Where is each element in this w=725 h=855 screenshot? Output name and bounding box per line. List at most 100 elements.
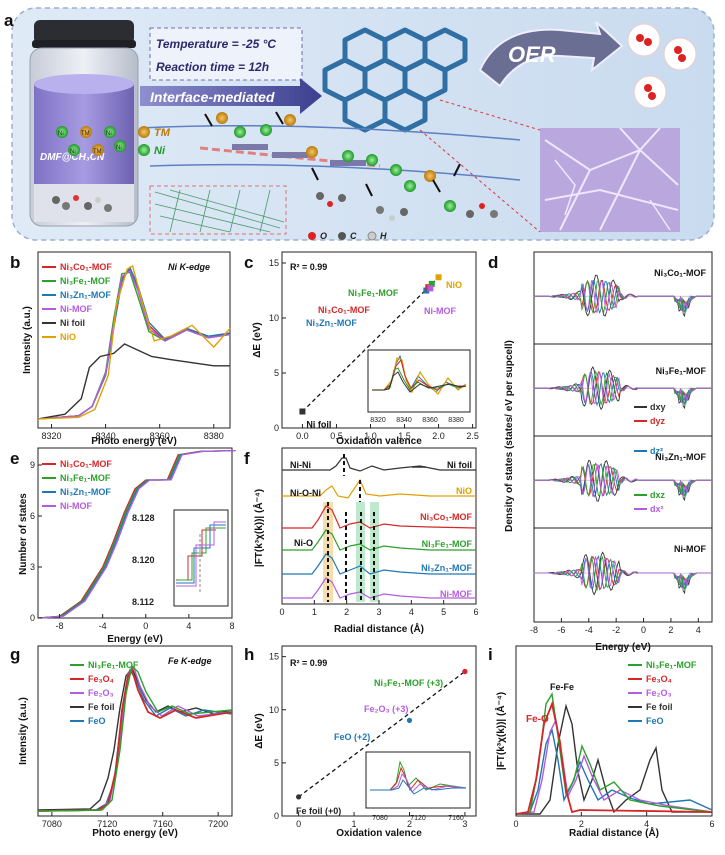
panel-i: Ni₃Fe₁-MOF Fe₃O₄ Fe₂O₃ Fe foil FeO Fe-Fe Fe-… <box>494 645 715 839</box>
xtick-label: 0 <box>296 819 301 829</box>
panel-h-ylabel: ΔE (eV) <box>254 713 265 749</box>
panel-c-points <box>299 274 442 415</box>
xtick-label: 8320 <box>42 431 62 441</box>
temperature-label: Temperature = -25 °C <box>156 37 276 51</box>
ytick-label: 15 <box>269 258 279 268</box>
legend-entry: Fe₃O₄ <box>88 674 114 684</box>
panel-b-legend: Ni₃Co₁-MOF Ni₃Fe₁-MOF Ni₃Zn₁-MOF Ni-MOF Ni f… <box>42 262 112 342</box>
xtick-label: 5 <box>441 607 446 617</box>
atom-c-label: C <box>350 231 357 241</box>
panel-g-ylabel: Intensity (a.u.) <box>18 697 29 765</box>
series-line <box>41 449 236 619</box>
xtick-label: 2 <box>668 625 673 635</box>
panel-letter-f: f <box>244 449 250 468</box>
data-point <box>427 285 434 292</box>
panel-f-highlights <box>323 502 379 602</box>
panel-h: 0 1 2 3 0 5 10 15 R² = 0.99 Fe foil (+0) FeO (+2… <box>254 645 477 839</box>
panel-f-ylabel: |FT(k³χ(k))| (Å⁻⁴) <box>252 489 265 567</box>
legend-entry: Fe₃O₄ <box>646 674 672 684</box>
reaction-time-label: Reaction time = 12h <box>156 60 269 74</box>
panel-c-inset: 8320 8340 8360 8380 <box>367 349 471 424</box>
legend-entry: Fe₂O₃ <box>646 688 672 698</box>
ions-flow <box>216 112 456 212</box>
point-label: Fe foil (+0) <box>296 806 341 816</box>
svg-text:TM: TM <box>93 149 102 155</box>
panel-b-xticks: 8320 8340 8360 8380 <box>42 424 224 441</box>
panel-g-xticks: 7080 7120 7160 7200 <box>42 812 228 829</box>
svg-text:TM: TM <box>81 131 90 137</box>
inset-xtick: 8340 <box>396 417 412 424</box>
legend-entry: Ni₃Zn₁-MOF <box>60 290 111 300</box>
xtick-label: -2 <box>612 625 620 635</box>
panel-e-xlabel: Energy (eV) <box>107 634 163 645</box>
vial-ions: Ni TM Ni Ni TM Ni <box>56 126 126 156</box>
point-label: Ni₃Fe₁-MOF (+3) <box>374 678 443 688</box>
panel-h-points <box>296 668 468 800</box>
panel-b-ylabel: Intensity (a.u.) <box>22 306 33 374</box>
panel-f-xlabel: Radial distance (Å) <box>334 622 424 635</box>
legend-entry: Ni₃Fe₁-MOF <box>60 276 111 286</box>
xtick-label: 0 <box>513 819 518 829</box>
panel-d-dos-curves <box>533 274 712 596</box>
point-label: Ni₃Fe₁-MOF <box>348 288 399 298</box>
xtick-label: 8380 <box>204 431 224 441</box>
panel-f-xticks: 0 1 2 3 4 5 6 <box>279 600 479 617</box>
series-label: Ni₃Co₁-MOF <box>420 512 472 522</box>
oer-arrow: OER <box>478 21 624 88</box>
inset-xtick: 7080 <box>372 815 388 822</box>
dmf-molecule <box>52 195 112 212</box>
inset-xtick: 7160 <box>448 815 464 822</box>
panel-e: -8 -4 0 4 8 0 3 6 9 Ni₃Co₁-MOF Ni₃Fe₁-MOF Ni₃Zn₁-M… <box>18 447 236 645</box>
panel-b-xlabel: Photo energy (eV) <box>91 436 177 447</box>
ytick-label: 10 <box>269 705 279 715</box>
legend-entry: Ni₃Zn₁-MOF <box>60 487 111 497</box>
series-line <box>37 269 231 420</box>
vial-illustration: DMF@CH₃CN Ni TM Ni Ni TM Ni <box>29 20 139 227</box>
interface-arrow <box>140 78 322 114</box>
panel-letter-h: h <box>244 645 254 664</box>
crystal-lattice <box>154 189 285 233</box>
tm-legend: TM Ni <box>138 126 171 157</box>
panel-h-point-labels: Fe foil (+0) FeO (+2) Fe₂O₃ (+3) Ni₃Fe₁-MOF… <box>296 678 443 816</box>
inset-ytick-bottom: 8.112 <box>132 597 154 607</box>
xtick-label: 2 <box>579 819 584 829</box>
series-line <box>40 449 235 619</box>
point-label: FeO (+2) <box>334 732 370 742</box>
xtick-label: -6 <box>557 625 565 635</box>
subpanel-label: Ni₃Co₁-MOF <box>654 268 706 278</box>
shell-label: Ni-O-Ni <box>290 488 321 498</box>
xtick-label: 4 <box>409 607 414 617</box>
panel-i-legend: Ni₃Fe₁-MOF Fe₃O₄ Fe₂O₃ Fe foil FeO <box>628 660 697 726</box>
xtick-label: 7200 <box>208 819 228 829</box>
shell-label: Ni-Ni <box>290 460 311 470</box>
panel-letter-a: a <box>4 11 14 30</box>
ytick-label: 0 <box>30 613 35 623</box>
panel-c-fit-line <box>301 276 440 412</box>
panel-h-r2: R² = 0.99 <box>290 658 327 668</box>
ytick-label: 3 <box>30 562 35 572</box>
orbital-label: dz² <box>650 446 663 456</box>
panel-e-series <box>37 449 236 619</box>
xtick-label: 7160 <box>153 819 173 829</box>
dos-curve <box>533 371 712 407</box>
svg-text:Ni: Ni <box>70 149 76 155</box>
xtick-label: 1.0 <box>364 431 377 441</box>
xtick-label: 4 <box>696 625 701 635</box>
panel-letter-d: d <box>488 253 498 272</box>
legend-entry: Ni-MOF <box>60 501 92 511</box>
panel-e-inset: 8.128 8.120 8.112 <box>132 509 229 607</box>
xtick-label: 0 <box>641 625 646 635</box>
panel-c-point-labels: Ni foil Ni₃Zn₁-MOF Ni₃Co₁-MOF Ni₃Fe₁-MOF Ni-… <box>306 280 462 430</box>
solvent-molecules <box>316 192 498 221</box>
legend-entry: Ni₃Fe₁-MOF <box>646 660 697 670</box>
legend-entry: Ni₃Fe₁-MOF <box>60 473 111 483</box>
ytick-label: 0 <box>274 423 279 433</box>
panel-g-frame <box>37 645 233 817</box>
ytick-label: 10 <box>269 313 279 323</box>
orbital-label: dx² <box>650 504 664 514</box>
panel-letter-e: e <box>10 449 19 468</box>
panel-b-title: Ni K-edge <box>168 262 210 272</box>
legend-entry: NiO <box>60 332 76 342</box>
